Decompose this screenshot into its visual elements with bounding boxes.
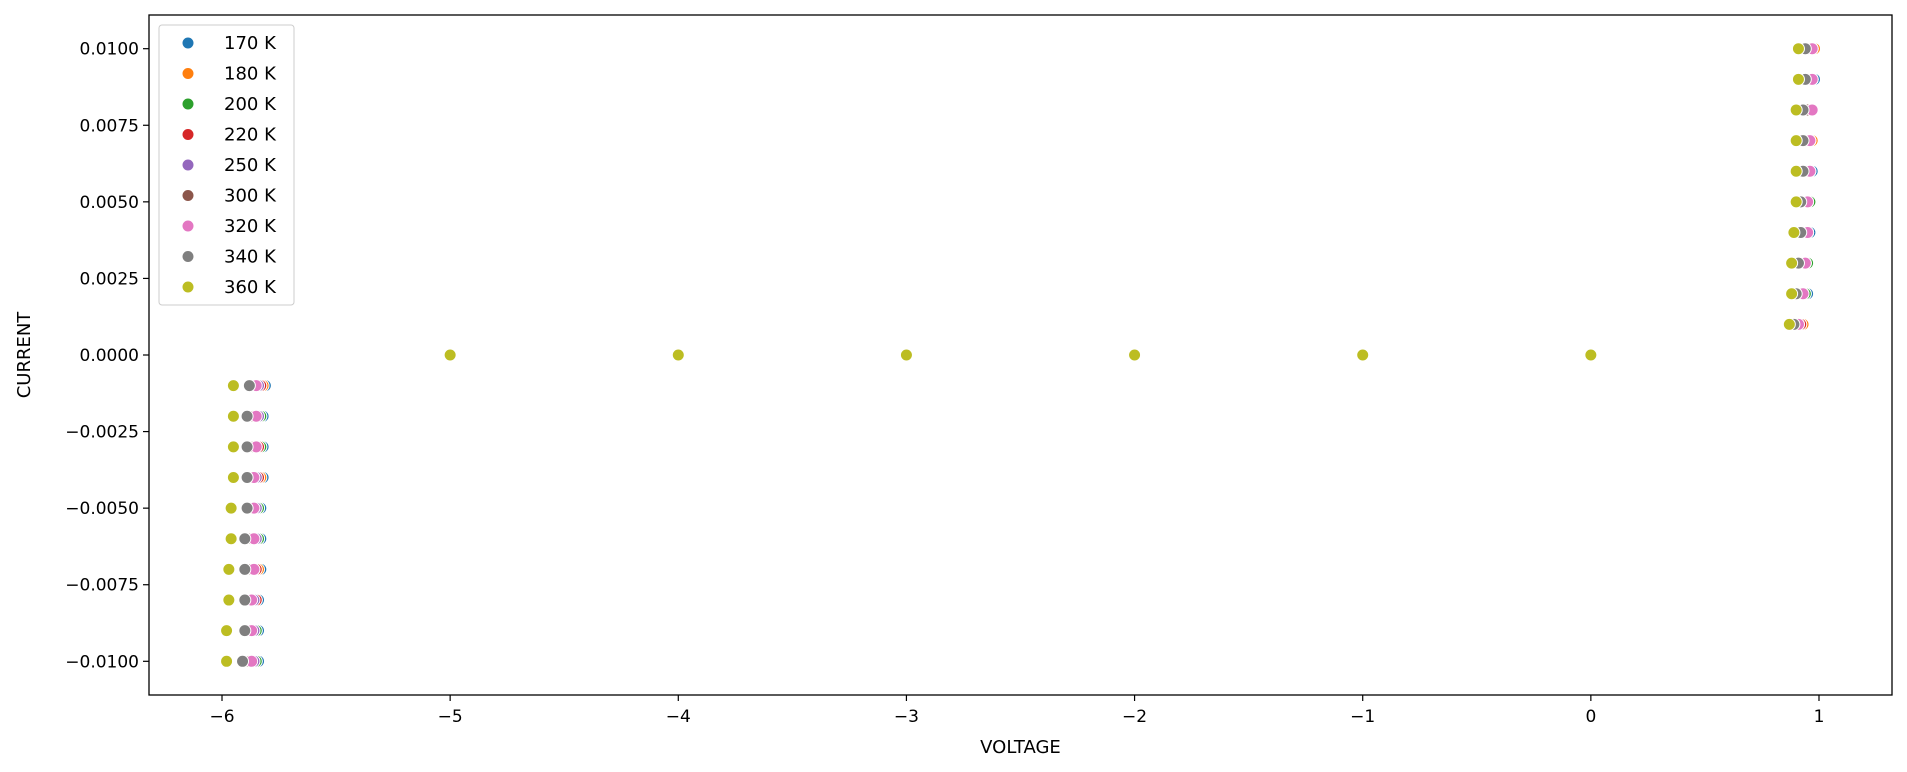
data-point	[240, 440, 254, 454]
x-tick-label: −3	[894, 707, 919, 727]
legend-label: 250 K	[224, 155, 277, 176]
data-point	[240, 501, 254, 515]
legend-label: 320 K	[224, 216, 277, 237]
data-point	[222, 593, 236, 607]
data-point	[1789, 134, 1803, 148]
legend-marker	[181, 280, 195, 294]
data-point	[238, 593, 252, 607]
x-tick-label: 0	[1585, 707, 1596, 727]
legend-label: 170 K	[224, 33, 277, 54]
data-point	[238, 562, 252, 576]
legend-marker	[181, 128, 195, 141]
y-tick-label: 0.0100	[80, 40, 139, 60]
data-point	[443, 348, 457, 362]
data-point	[226, 379, 240, 393]
data-point	[1791, 72, 1805, 86]
data-point	[1789, 164, 1803, 178]
legend-marker	[181, 97, 195, 111]
data-point	[1785, 287, 1799, 301]
x-tick-label: −2	[1122, 707, 1147, 727]
data-point	[1584, 348, 1598, 362]
data-point	[240, 409, 254, 423]
legend-label: 220 K	[224, 125, 277, 146]
data-point	[236, 654, 250, 668]
x-tick-label: −1	[1350, 707, 1375, 727]
data-point	[238, 532, 252, 546]
data-point	[1128, 348, 1142, 362]
x-tick-label: −4	[666, 707, 691, 727]
y-tick-label: 0.0075	[80, 116, 139, 136]
x-axis-ticks: −6 −5 −4 −3 −2 −1 0 1	[209, 695, 1824, 727]
legend-label: 200 K	[224, 94, 277, 115]
data-point	[224, 532, 238, 546]
data-point	[1785, 256, 1799, 270]
data-point	[220, 654, 234, 668]
data-point	[899, 348, 913, 362]
data-point	[226, 471, 240, 485]
legend-marker	[181, 158, 195, 172]
legend-marker	[181, 67, 195, 80]
data-point	[238, 624, 252, 638]
y-tick-label: 0.0050	[80, 193, 139, 213]
legend-frame	[158, 24, 295, 306]
data-point	[1787, 225, 1801, 239]
data-point	[1356, 348, 1370, 362]
data-point	[240, 471, 254, 485]
plot-background	[149, 15, 1892, 695]
legend-label: 360 K	[224, 277, 277, 298]
x-tick-label: −6	[209, 707, 234, 727]
legend: 170 K 180 K 200 K 220 K 250 K 300 K 320 K 340 K…	[158, 24, 295, 306]
x-tick-label: 1	[1814, 707, 1825, 727]
data-point	[226, 440, 240, 454]
data-point	[220, 624, 234, 638]
x-tick-label: −5	[438, 707, 463, 727]
data-point	[1791, 42, 1805, 56]
legend-label: 340 K	[224, 247, 277, 268]
y-tick-label: 0.0000	[80, 346, 139, 366]
x-axis-label: VOLTAGE	[980, 737, 1061, 758]
data-point	[1789, 103, 1803, 117]
data-point	[1782, 317, 1796, 331]
data-points	[220, 42, 1821, 668]
data-point	[222, 562, 236, 576]
legend-marker	[181, 219, 195, 233]
y-axis-ticks: 0.0100 0.0075 0.0050 0.0025 0.0000 −0.0025 −0.…	[65, 40, 149, 672]
y-tick-label: −0.0050	[65, 499, 139, 519]
legend-marker	[181, 189, 195, 202]
y-tick-label: −0.0025	[65, 423, 139, 443]
data-point	[226, 409, 240, 423]
legend-label: 300 K	[224, 186, 277, 207]
legend-marker	[181, 36, 195, 50]
legend-marker	[181, 250, 195, 263]
data-point	[1789, 195, 1803, 209]
data-point	[242, 379, 256, 393]
y-tick-label: −0.0075	[65, 576, 139, 596]
legend-label: 180 K	[224, 64, 277, 85]
data-point	[671, 348, 685, 362]
y-tick-label: −0.0100	[65, 652, 139, 672]
data-point	[224, 501, 238, 515]
y-axis-label: CURRENT	[14, 311, 35, 399]
y-tick-label: 0.0025	[80, 269, 139, 289]
